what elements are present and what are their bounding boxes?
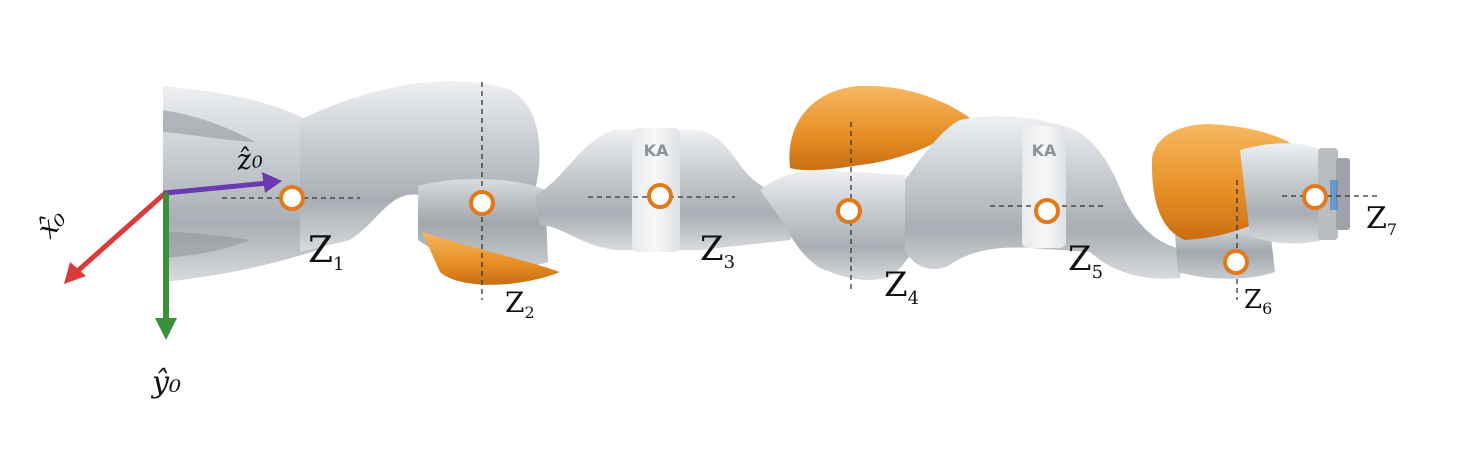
joint-label-z5: Z5: [1068, 239, 1103, 283]
joint-labels: Z1 Z2 Z3 Z4 Z5 Z6 Z7: [308, 201, 1397, 322]
base-frame: ẑ₀ x̂₀ ŷ₀: [30, 141, 282, 400]
base-fin-top: [163, 110, 255, 142]
joint-2-orange-cover: [422, 232, 560, 285]
joint-marker-z5: [1034, 198, 1060, 224]
z0-arrow-head: [262, 172, 282, 193]
y0-label: ŷ₀: [150, 365, 181, 400]
x0-label: x̂₀: [30, 203, 73, 245]
joint-label-z7: Z7: [1366, 201, 1397, 239]
joint-marker-z2: [469, 190, 495, 216]
joint-label-z6: Z6: [1244, 285, 1272, 318]
flange: [1318, 148, 1338, 240]
joint-marker-z6: [1223, 249, 1249, 275]
joint-label-z4: Z4: [884, 265, 919, 309]
joint-4-orange-cover: [789, 85, 970, 171]
wrist-housing: [1240, 143, 1322, 244]
flange-logo: [1330, 180, 1338, 210]
robot-body: KA KA: [163, 81, 1350, 285]
z0-axis-arrow: [162, 180, 271, 196]
base-fin-bottom: [163, 232, 250, 258]
x0-arrow-head: [64, 262, 86, 284]
joint-markers: [279, 183, 1328, 275]
brand-mark-1: KA: [644, 141, 669, 160]
brand-mark-2: KA: [1032, 141, 1057, 160]
link-3: [760, 170, 924, 281]
joint-label-z2: Z2: [505, 286, 535, 322]
joint-label-z3: Z3: [700, 229, 735, 273]
joint-marker-z4: [836, 198, 862, 224]
joint-marker-z7: [1302, 184, 1328, 210]
link-1: [300, 81, 540, 252]
joint-marker-z1: [279, 185, 305, 211]
joint-label-z1: Z1: [308, 230, 344, 275]
flange-tip: [1336, 158, 1350, 230]
z0-label: ẑ₀: [233, 141, 264, 177]
y0-arrow-head: [155, 318, 177, 340]
joint-marker-z3: [647, 183, 673, 209]
x0-axis-arrow: [69, 192, 166, 279]
